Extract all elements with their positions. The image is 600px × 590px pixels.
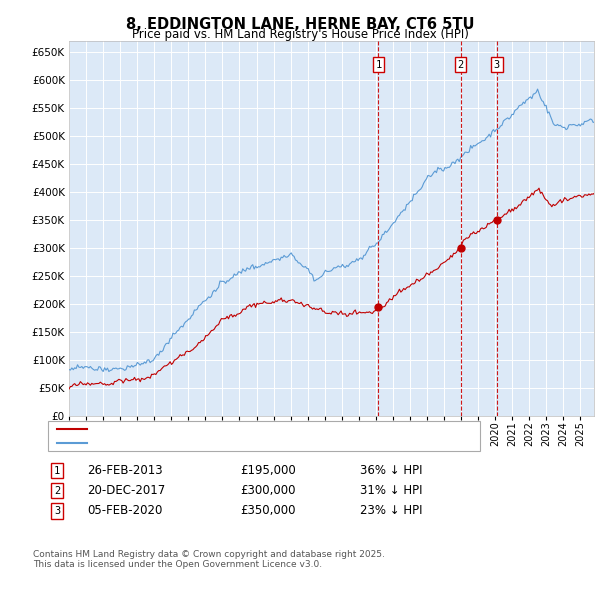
- Text: 36% ↓ HPI: 36% ↓ HPI: [360, 464, 422, 477]
- Text: 8, EDDINGTON LANE, HERNE BAY, CT6 5TU: 8, EDDINGTON LANE, HERNE BAY, CT6 5TU: [126, 17, 474, 31]
- Text: 31% ↓ HPI: 31% ↓ HPI: [360, 484, 422, 497]
- Text: £350,000: £350,000: [240, 504, 296, 517]
- Text: 3: 3: [494, 60, 500, 70]
- Text: 3: 3: [54, 506, 60, 516]
- Text: Contains HM Land Registry data © Crown copyright and database right 2025.
This d: Contains HM Land Registry data © Crown c…: [33, 550, 385, 569]
- Text: 2: 2: [457, 60, 464, 70]
- Text: 1: 1: [54, 466, 60, 476]
- Text: £300,000: £300,000: [240, 484, 296, 497]
- Text: £195,000: £195,000: [240, 464, 296, 477]
- Text: 05-FEB-2020: 05-FEB-2020: [87, 504, 163, 517]
- Text: 26-FEB-2013: 26-FEB-2013: [87, 464, 163, 477]
- Text: 8, EDDINGTON LANE, HERNE BAY, CT6 5TU (detached house): 8, EDDINGTON LANE, HERNE BAY, CT6 5TU (d…: [90, 424, 408, 434]
- Text: 2: 2: [54, 486, 60, 496]
- Text: Price paid vs. HM Land Registry's House Price Index (HPI): Price paid vs. HM Land Registry's House …: [131, 28, 469, 41]
- Text: 23% ↓ HPI: 23% ↓ HPI: [360, 504, 422, 517]
- Text: 1: 1: [375, 60, 382, 70]
- Text: 20-DEC-2017: 20-DEC-2017: [87, 484, 165, 497]
- Text: HPI: Average price, detached house, Canterbury: HPI: Average price, detached house, Cant…: [90, 438, 342, 448]
